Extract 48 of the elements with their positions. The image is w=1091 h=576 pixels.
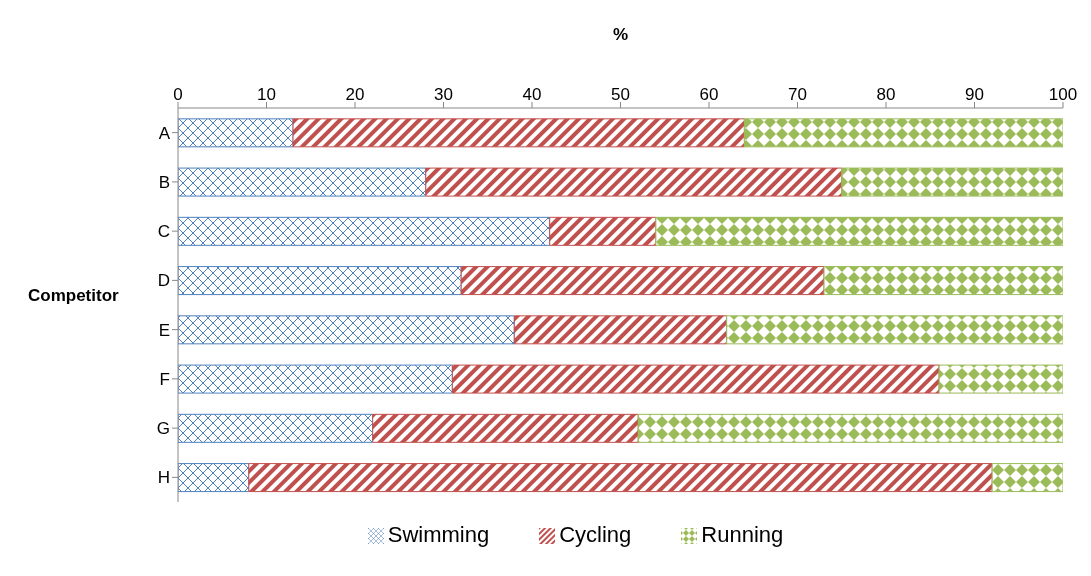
x-tick-label: 70 — [788, 85, 807, 104]
bar — [178, 266, 462, 296]
x-tick-label: 10 — [257, 85, 276, 104]
bar — [549, 216, 657, 246]
bar — [655, 216, 1063, 246]
x-tick-label: 80 — [876, 85, 896, 104]
legend-label: Cycling — [559, 522, 632, 547]
y-axis-title: Competitor — [28, 286, 119, 306]
bar — [513, 315, 728, 345]
y-tick-label: D — [157, 271, 170, 291]
bar — [372, 413, 639, 443]
bar — [743, 118, 1063, 148]
y-tick-label: H — [157, 468, 170, 488]
x-tick-label: 0 — [173, 85, 183, 104]
y-tick-label: B — [158, 172, 170, 192]
x-tick-label: 30 — [434, 85, 453, 104]
x-tick-label: 90 — [965, 85, 984, 104]
bar — [637, 413, 1063, 443]
bar — [178, 167, 427, 197]
x-tick-label: 60 — [699, 85, 719, 104]
x-tick-label: 20 — [345, 85, 365, 104]
bar — [425, 167, 843, 197]
y-tick-label: A — [158, 123, 171, 143]
legend-label: Swimming — [387, 522, 490, 547]
y-tick-label: E — [158, 320, 170, 340]
bar — [841, 167, 1063, 197]
bar — [178, 216, 551, 246]
x-tick-label: 40 — [522, 85, 542, 104]
y-tick-label: G — [156, 419, 170, 439]
bar — [460, 266, 825, 296]
bar — [178, 463, 250, 493]
bar — [178, 315, 515, 345]
bar — [938, 364, 1063, 394]
bar — [292, 118, 745, 148]
bar — [823, 266, 1063, 296]
bar — [991, 463, 1063, 493]
x-tick-label: 100 — [1048, 85, 1078, 104]
bar — [178, 364, 453, 394]
x-axis-title: % — [612, 25, 629, 44]
bar — [451, 364, 940, 394]
legend-label: Running — [701, 522, 784, 547]
bar — [178, 413, 374, 443]
x-tick-label: 50 — [611, 85, 630, 104]
y-tick-label: F — [159, 369, 170, 389]
bar — [178, 118, 294, 148]
bar — [248, 463, 993, 493]
y-tick-label: C — [157, 222, 170, 242]
bar — [726, 315, 1063, 345]
